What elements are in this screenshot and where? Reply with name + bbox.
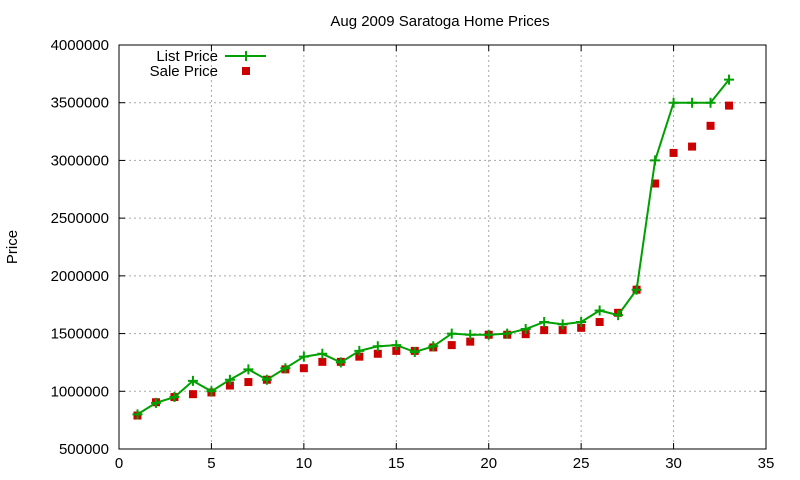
legend: List Price Sale Price [150, 48, 266, 80]
list-price-point [557, 319, 568, 330]
list-price-point [132, 409, 143, 420]
sale-price-point [188, 390, 197, 399]
y-tick-label: 2500000 [51, 210, 109, 227]
list-price-point [409, 347, 420, 358]
list-price-point [520, 323, 531, 334]
y-tick-label: 1500000 [51, 326, 109, 343]
sale-price-point [725, 101, 734, 110]
list-price-point [243, 364, 254, 375]
legend-label-list-price: List Price [156, 48, 218, 65]
y-tick-label: 3000000 [51, 152, 109, 169]
list-price-point [631, 284, 642, 295]
series-layer [132, 74, 735, 420]
list-price-point [317, 348, 328, 359]
list-price-point [428, 341, 439, 352]
list-price-point [187, 375, 198, 386]
sale-price-point [669, 148, 678, 157]
list-price-point [594, 305, 605, 316]
sale-price-point [466, 337, 475, 346]
list-price-point [650, 155, 661, 166]
x-tick-label: 5 [207, 455, 215, 472]
sale-price-point [299, 364, 308, 373]
y-tick-label: 2000000 [51, 268, 109, 285]
legend-label-sale-price: Sale Price [150, 63, 218, 80]
sale-price-point [355, 352, 364, 361]
list-price-point [613, 310, 624, 321]
list-price-point [169, 392, 180, 403]
legend-marker-list-price [241, 51, 251, 61]
sale-price-point [447, 341, 456, 350]
list-price-point [335, 357, 346, 368]
y-axis-label: Price [4, 230, 21, 264]
x-tick-label: 25 [573, 455, 590, 472]
x-tick-label: 0 [115, 455, 123, 472]
x-tick-label: 10 [296, 455, 313, 472]
list-price-point [280, 363, 291, 374]
sale-price-point [521, 330, 530, 339]
legend-item-sale-price: Sale Price [150, 63, 250, 80]
x-tick-label: 35 [758, 455, 775, 472]
chart-title: Aug 2009 Saratoga Home Prices [330, 13, 549, 30]
list-price-point [539, 317, 550, 328]
sale-price-point [688, 142, 697, 151]
list-price-point [687, 97, 698, 108]
list-price-point [150, 397, 161, 408]
y-tick-label: 4000000 [51, 37, 109, 54]
sale-price-point [540, 326, 549, 335]
list-price-point [668, 97, 679, 108]
sale-price-point [318, 357, 327, 366]
series-list-price [132, 74, 735, 420]
list-price-point [483, 329, 494, 340]
sale-price-point [244, 378, 253, 387]
list-price-point [354, 345, 365, 356]
list-price-point [724, 74, 735, 85]
list-price-point [705, 97, 716, 108]
plot-frame [118, 44, 767, 450]
list-price-point [206, 386, 217, 397]
list-price-point [372, 341, 383, 352]
sale-price-point [651, 179, 660, 188]
x-tick-label: 30 [665, 455, 682, 472]
y-tick-label: 1000000 [51, 383, 109, 400]
tick-labels: 0 5 10 15 20 25 30 35 500000 1000000 1500000 200000… [51, 37, 775, 472]
list-price-point [391, 340, 402, 351]
sale-price-point [595, 318, 604, 327]
legend-marker-sale-price [242, 67, 250, 75]
list-price-point [576, 317, 587, 328]
y-tick-label: 500000 [59, 441, 109, 458]
list-price-point [502, 328, 513, 339]
grid-lines [119, 45, 766, 449]
legend-item-list-price: List Price [156, 48, 266, 65]
sale-price-point [706, 121, 715, 130]
list-price-point [298, 351, 309, 362]
sale-price-point [558, 326, 567, 335]
list-price-point [465, 329, 476, 340]
list-price-point [261, 374, 272, 385]
list-price-point [446, 328, 457, 339]
y-tick-label: 3500000 [51, 95, 109, 112]
list-price-point [224, 374, 235, 385]
sale-price-point [577, 323, 586, 332]
x-tick-label: 20 [480, 455, 497, 472]
sale-price-point [392, 346, 401, 355]
sale-price-point [225, 381, 234, 390]
sale-price-point [373, 349, 382, 358]
x-tick-label: 15 [388, 455, 405, 472]
